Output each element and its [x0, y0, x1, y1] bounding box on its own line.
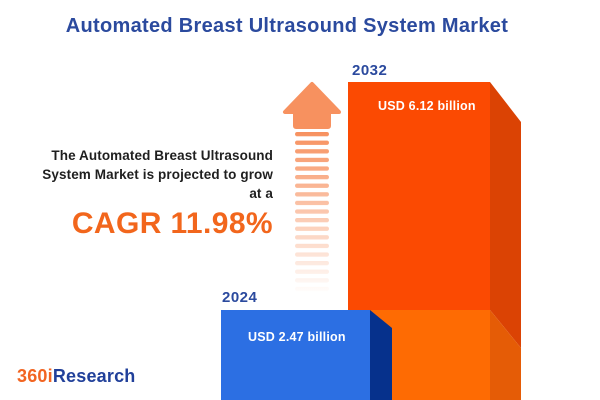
- bar-2032-side-top: [490, 82, 521, 348]
- brand-logo-360i: 360i: [17, 366, 53, 386]
- bar-2032-year-label: 2032: [352, 62, 387, 79]
- page-title: Automated Breast Ultrasound System Marke…: [65, 15, 509, 37]
- bar-2032-side-bottom: [490, 310, 521, 400]
- bar-2032-value-label: USD 6.12 billion: [378, 99, 476, 113]
- description-line-1: The Automated Breast Ultrasound: [51, 148, 273, 163]
- description-line-2: System Market is projected to grow: [42, 167, 273, 182]
- growth-arrow-up-icon: [283, 82, 341, 292]
- bar-2024-year-label: 2024: [222, 289, 258, 306]
- arrow-dashed-tail: [295, 132, 329, 292]
- bar-2024-front: [221, 310, 370, 400]
- description-line-3: at a: [249, 186, 273, 201]
- brand-logo: 360iResearch: [17, 366, 136, 387]
- arrow-neck: [293, 105, 331, 129]
- bar-2032-front-top: [348, 82, 490, 310]
- bar-2024-side: [370, 310, 392, 400]
- bar-2024-value-label: USD 2.47 billion: [248, 330, 346, 344]
- description: The Automated Breast Ultrasound System M…: [42, 146, 273, 240]
- bar-2024: [221, 310, 392, 400]
- bar-2032: [348, 82, 521, 400]
- brand-logo-research: Research: [52, 366, 136, 386]
- cagr-highlight: CAGR 11.98%: [71, 207, 273, 240]
